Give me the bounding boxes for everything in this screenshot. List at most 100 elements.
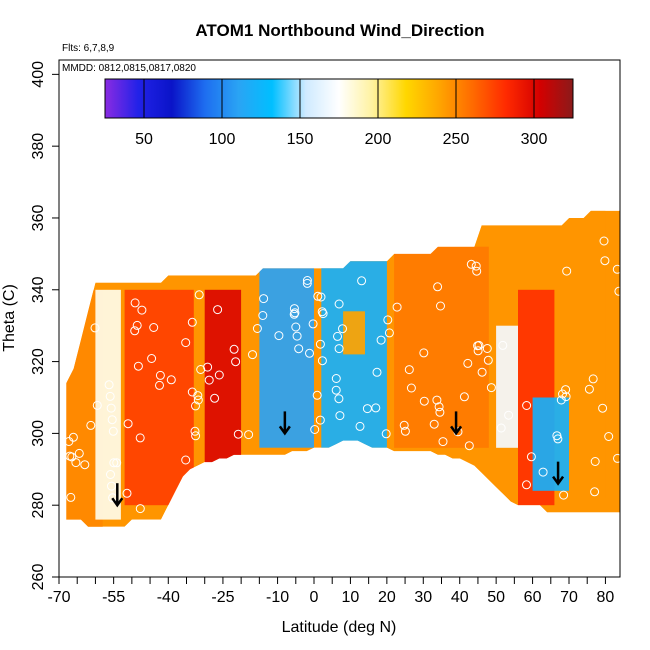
arrow-head [111,497,124,508]
region-4 [259,268,314,448]
observation-marker [433,282,443,292]
y-tick-label: 300 [30,420,47,447]
observation-marker [229,344,239,354]
observation-marker [559,490,569,500]
colorbar-tick-label: 250 [443,131,470,148]
observation-marker [191,401,200,411]
region-2 [124,289,194,506]
observation-marker [105,391,115,401]
observation-marker [556,395,566,405]
observation-marker [438,437,448,447]
observation-marker [598,403,608,413]
observation-marker [107,415,117,425]
observation-marker [130,298,140,308]
observation-marker [600,256,610,266]
colorbar-tick-label: 100 [209,131,236,148]
observation-marker [248,350,257,360]
observation-marker [372,367,382,377]
observation-marker [334,299,344,309]
observation-marker [315,339,325,349]
observation-marker [213,305,223,315]
observation-marker [558,389,567,399]
observation-marker [355,421,365,431]
observation-marker [400,426,410,436]
tropopause-arrows [111,411,565,508]
observation-marker [233,429,243,439]
observation-marker [313,291,323,301]
observation-marker [203,362,213,372]
surface-fill [66,210,621,527]
observation-marker [522,401,532,410]
observation-marker [68,432,78,442]
region-7 [394,246,489,448]
observation-marker [252,324,262,333]
observation-marker [291,322,301,332]
y-tick-label: 380 [30,133,47,160]
x-tick-label: 30 [414,589,432,606]
observation-marker [90,323,100,333]
observation-marker [498,340,508,350]
observation-marker [317,307,327,317]
x-tick-label: -70 [47,589,70,606]
observation-marker [292,331,302,341]
observation-marker [331,385,341,395]
observation-marker [477,367,487,377]
y-tick-label: 280 [30,492,47,519]
observation-marker [193,395,203,405]
observation-marker [108,426,118,436]
observation-marker [191,431,201,441]
observation-marker [590,457,600,466]
x-axis: -70 -55 -40 -25 -10 0 10 20 30 40 50 60 70 80 [47,577,614,606]
observation-marker [86,420,96,430]
observation-marker [404,365,414,375]
y-tick-label: 400 [30,61,47,88]
flights-annotation: Flts: 6,7,8,9 [62,43,115,54]
x-tick-label: 20 [378,589,396,606]
observation-marker [135,433,145,443]
region-5 [321,261,387,448]
region-3 [204,289,242,470]
observation-marker [406,383,416,393]
observation-marker [436,301,445,311]
observation-marker [130,326,140,336]
observation-marker [166,375,176,385]
observation-marker [302,278,312,288]
x-tick-label: 10 [342,589,360,606]
observation-marker [310,425,320,434]
x-tick-label: -55 [102,589,125,606]
observation-markers [64,236,624,514]
observation-marker [244,430,254,440]
observation-marker [294,344,304,354]
observation-marker [486,383,496,393]
y-tick-label: 360 [30,205,47,232]
y-axis: 260 280 300 320 340 360 380 400 [30,61,59,590]
observation-marker [432,395,442,405]
observation-marker [109,458,119,468]
observation-marker [181,455,191,465]
observation-marker [315,415,325,425]
region-11 [569,210,606,499]
plot-frame [58,59,621,578]
y-tick-label: 320 [30,348,47,375]
observation-marker [204,375,214,385]
colorbar-tick-label: 300 [521,131,548,148]
observation-marker [599,236,609,246]
observation-marker [104,380,114,390]
observation-marker [504,410,514,420]
observation-marker [482,344,492,353]
observation-marker [464,441,474,451]
y-tick-label: 340 [30,276,47,303]
observation-marker [429,419,439,429]
observation-marker [434,402,444,412]
colorbar-tick-label: 50 [135,131,153,148]
observation-marker [106,403,116,413]
observation-marker [65,451,75,461]
x-tick-label: 50 [487,589,505,606]
observation-marker [471,261,481,271]
observation-marker [210,393,220,403]
region-1 [95,289,121,520]
dates-annotation: MMDD: 0812,0815,0817,0820 [62,63,196,74]
arrow-head [278,425,291,436]
observation-marker [106,470,115,479]
